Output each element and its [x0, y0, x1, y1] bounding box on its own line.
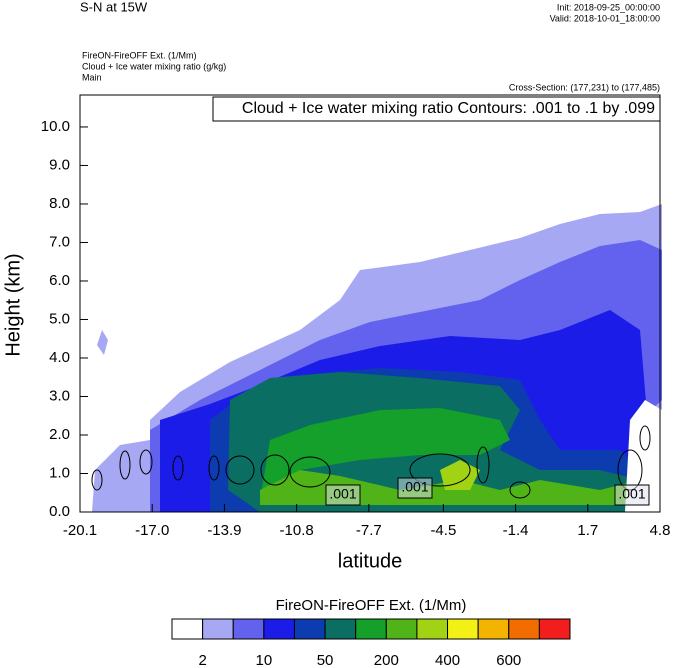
y-tick-label: 9.0: [49, 156, 70, 173]
colorbar-swatch: [447, 618, 479, 640]
contour-field: [92, 204, 662, 512]
x-axis-label: latitude: [338, 550, 403, 572]
contour-label: .001: [401, 479, 428, 495]
domain: Main: [82, 72, 102, 82]
colorbar-label: 10: [256, 652, 273, 668]
x-tick-label: 4.8: [650, 522, 671, 539]
colorbar-swatch: [324, 618, 357, 640]
colorbar-swatch: [293, 618, 326, 640]
contour-lines: [91, 425, 651, 499]
colorbar-swatch: [355, 618, 387, 640]
y-tick-label: 8.0: [49, 195, 70, 212]
init-time: Init: 2018-09-25_00:00:00: [557, 2, 660, 12]
x-tick-label: -7.7: [356, 522, 382, 539]
y-tick-label: 1.0: [49, 464, 70, 481]
field-name: FireON-FireOFF Ext. (1/Mm): [82, 50, 197, 60]
y-tick-label: 10.0: [41, 118, 70, 135]
contour-info: Cloud + Ice water mixing ratio Contours:…: [242, 100, 655, 117]
contour-label: .001: [618, 486, 645, 502]
x-tick-label: -17.0: [135, 522, 169, 539]
plot-frame: [79, 94, 661, 513]
contour-name: Cloud + Ice water mixing ratio (g/kg): [82, 61, 226, 71]
y-tick-label: 5.0: [49, 310, 70, 327]
colorbar-label: 600: [496, 652, 521, 668]
x-tick-label: -10.8: [280, 522, 314, 539]
contour-label: .001: [329, 486, 356, 502]
contour-info-box: [212, 96, 661, 122]
cross-section: Cross-Section: (177,231) to (177,485): [509, 82, 660, 92]
colorbar-swatch: [171, 618, 204, 640]
colorbar-label: 400: [435, 652, 460, 668]
x-tick-label: -20.1: [63, 522, 97, 539]
colorbar-label: 50: [317, 652, 334, 668]
y-tick-label: 2.0: [49, 426, 70, 443]
colorbar-label: 2: [198, 652, 206, 668]
y-tick-label: 7.0: [49, 233, 70, 250]
x-tick-label: 1.7: [577, 522, 598, 539]
y-axis-label: Height (km): [2, 253, 24, 356]
colorbar-swatch: [263, 618, 295, 640]
colorbar-swatch: [385, 618, 418, 640]
y-tick-label: 4.0: [49, 349, 70, 366]
colorbar-title: FireON-FireOFF Ext. (1/Mm): [276, 597, 467, 614]
colorbar-swatch: [202, 618, 234, 640]
contour-label-boxes: [325, 477, 650, 506]
fill-region: [625, 400, 662, 512]
colorbar-swatch: [232, 618, 265, 640]
colorbar-label: 200: [374, 652, 399, 668]
x-tick-label: -4.5: [430, 522, 456, 539]
y-tick-label: 3.0: [49, 387, 70, 404]
fill-region: [97, 330, 108, 355]
valid-time: Valid: 2018-10-01_18:00:00: [550, 13, 660, 23]
x-tick-label: -1.4: [503, 522, 529, 539]
colorbar-swatch: [508, 618, 540, 640]
chart-title: S-N at 15W: [80, 0, 148, 14]
y-tick-label: 6.0: [49, 272, 70, 289]
fill-region: [260, 408, 510, 500]
x-tick-label: -13.9: [207, 522, 241, 539]
colorbar-swatch: [538, 618, 571, 640]
colorbar-swatch: [416, 618, 449, 640]
colorbar-swatch: [477, 618, 510, 640]
y-tick-label: 0.0: [49, 503, 70, 520]
